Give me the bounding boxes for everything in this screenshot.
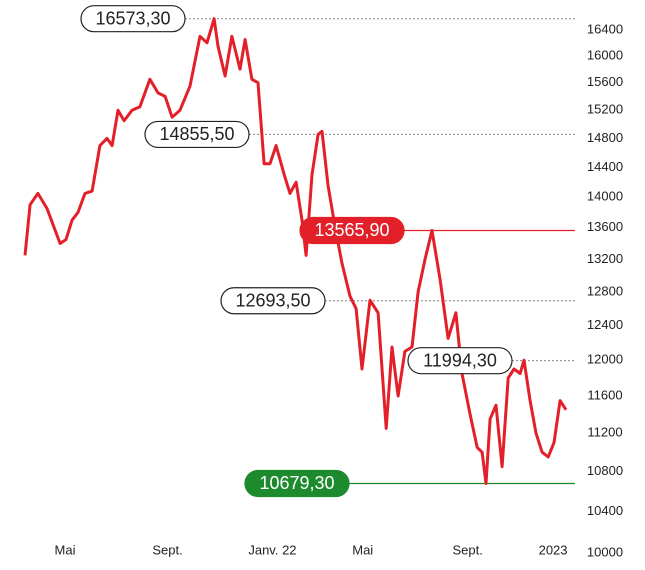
x-tick-label: Mai	[352, 542, 373, 557]
y-tick-label: 13200	[587, 251, 623, 266]
value-badge	[220, 287, 326, 315]
value-badge-label: 13565,90	[314, 220, 389, 240]
x-tick-label: 2023	[539, 542, 568, 557]
y-tick-label: 12000	[587, 352, 623, 367]
value-badge	[299, 216, 405, 245]
y-tick-label: 11600	[587, 387, 622, 402]
value-badge	[407, 347, 513, 375]
y-tick-label: 13600	[587, 219, 623, 234]
value-badge-label: 11994,30	[423, 350, 497, 370]
x-tick-label: Sept.	[152, 542, 182, 557]
value-badge	[144, 120, 250, 149]
y-tick-label: 14400	[587, 159, 623, 174]
value-badge-label: 16573,30	[95, 8, 170, 28]
y-tick-label: 16000	[587, 47, 623, 62]
y-tick-label: 15600	[587, 74, 623, 89]
value-badge	[244, 469, 350, 498]
y-tick-label: 12800	[587, 283, 623, 298]
y-tick-label: 10800	[587, 463, 623, 478]
value-badge	[80, 5, 186, 33]
y-tick-label: 10000	[587, 544, 623, 559]
value-badge-label: 12693,50	[235, 291, 310, 311]
y-tick-label: 14800	[587, 130, 623, 145]
y-tick-label: 16400	[587, 21, 623, 36]
value-badge-label: 14855,50	[159, 124, 234, 144]
x-tick-label: Mai	[55, 542, 76, 557]
x-tick-label: Sept.	[452, 542, 482, 557]
y-tick-label: 14000	[587, 189, 623, 204]
y-tick-label: 11200	[587, 425, 622, 440]
x-tick-label: Janv. 22	[248, 542, 296, 557]
value-badge-label: 10679,30	[259, 473, 334, 493]
y-tick-label: 15200	[587, 102, 623, 117]
y-tick-label: 12400	[587, 317, 623, 332]
price-line	[23, 17, 568, 485]
y-tick-label: 10400	[587, 503, 623, 518]
